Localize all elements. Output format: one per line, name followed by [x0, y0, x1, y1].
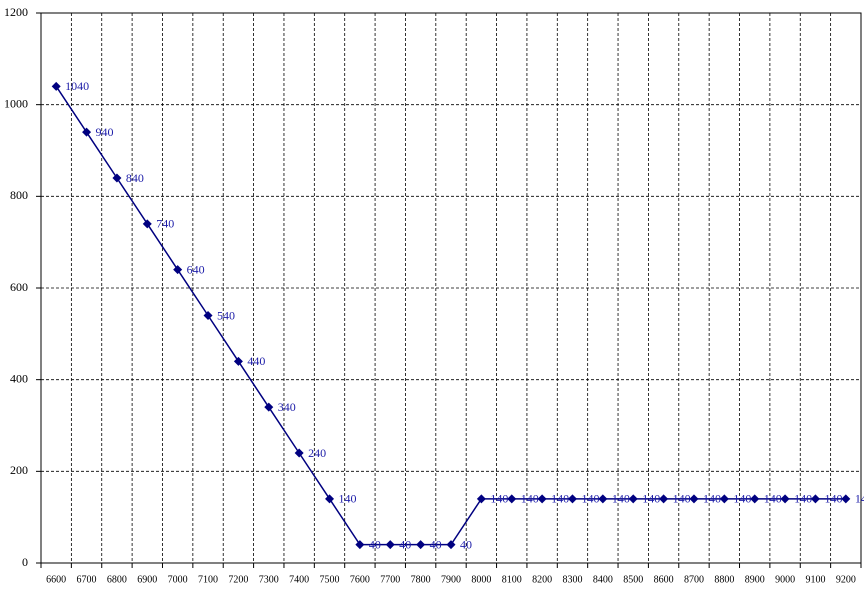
data-point: [233, 356, 243, 366]
data-point: [628, 494, 638, 504]
data-point: [142, 219, 152, 229]
y-tick-label: 400: [10, 371, 28, 385]
x-tick-label: 6700: [77, 574, 97, 585]
x-tick-label: 8400: [593, 574, 613, 585]
y-tick-label: 1200: [4, 5, 28, 19]
data-label: 1040: [65, 79, 89, 93]
data-label: 740: [156, 217, 174, 231]
data-point: [780, 494, 790, 504]
data-label: 140: [612, 492, 630, 506]
data-point: [294, 448, 304, 458]
y-tick-label: 600: [10, 280, 28, 294]
x-tick-label: 8300: [562, 574, 582, 585]
x-tick-label: 8800: [714, 574, 734, 585]
x-tick-label: 9100: [805, 574, 825, 585]
data-point: [173, 265, 183, 275]
data-label: 340: [278, 400, 296, 414]
data-label: 140: [490, 492, 508, 506]
x-tick-label: 7100: [198, 574, 218, 585]
y-tick-label: 1000: [4, 96, 28, 110]
x-tick-label: 7900: [441, 574, 461, 585]
x-tick-label: 6800: [107, 574, 127, 585]
x-tick-label: 7300: [259, 574, 279, 585]
x-tick-label: 7600: [350, 574, 370, 585]
data-point: [51, 81, 61, 91]
data-label: 640: [187, 262, 205, 276]
data-point: [264, 402, 274, 412]
data-point: [203, 311, 213, 320]
data-label: 140: [673, 492, 691, 506]
y-tick-label: 0: [22, 555, 28, 569]
y-tick-label: 200: [10, 463, 28, 477]
data-label: 140: [581, 492, 599, 506]
data-point: [507, 494, 517, 504]
x-tick-label: 8100: [502, 574, 522, 585]
x-tick-label: 6900: [137, 574, 157, 585]
data-point: [567, 494, 577, 504]
data-label: 140: [855, 492, 864, 506]
data-label: 440: [247, 354, 265, 368]
data-label: 140: [551, 492, 569, 506]
data-point: [598, 494, 608, 504]
data-point: [719, 494, 729, 504]
x-tick-label: 7400: [289, 574, 309, 585]
data-label: 40: [430, 537, 442, 551]
x-tick-label: 6600: [46, 574, 66, 585]
data-label: 140: [764, 492, 782, 506]
x-tick-label: 8500: [623, 574, 643, 585]
data-label: 140: [824, 492, 842, 506]
data-label: 540: [217, 308, 235, 322]
data-label: 140: [521, 492, 539, 506]
x-tick-label: 7200: [228, 574, 248, 585]
data-label: 140: [733, 492, 751, 506]
data-point: [446, 540, 456, 550]
x-tick-label: 9200: [836, 574, 856, 585]
x-tick-label: 8600: [654, 574, 674, 585]
data-point: [416, 540, 426, 550]
data-point: [325, 494, 335, 504]
data-label: 40: [369, 537, 381, 551]
data-label: 840: [126, 171, 144, 185]
data-point: [750, 494, 760, 504]
data-label: 940: [96, 125, 114, 139]
data-label: 140: [642, 492, 660, 506]
data-point: [659, 494, 669, 504]
data-point: [82, 127, 92, 137]
data-point: [355, 540, 365, 550]
plot-frame: [40, 12, 862, 564]
y-tick-label: 800: [10, 188, 28, 202]
data-point: [537, 494, 547, 504]
x-tick-label: 7700: [380, 574, 400, 585]
x-tick-label: 8700: [684, 574, 704, 585]
data-point: [112, 173, 122, 183]
data-label: 40: [460, 537, 472, 551]
data-point: [841, 494, 851, 504]
data-label: 140: [703, 492, 721, 506]
data-point: [476, 494, 486, 504]
x-tick-label: 7500: [320, 574, 340, 585]
data-label: 40: [399, 537, 411, 551]
x-tick-label: 7000: [168, 574, 188, 585]
x-tick-label: 8200: [532, 574, 552, 585]
x-tick-label: 8000: [471, 574, 491, 585]
data-point: [689, 494, 699, 504]
x-tick-label: 9000: [775, 574, 795, 585]
data-label: 240: [308, 446, 326, 460]
x-tick-label: 7800: [411, 574, 431, 585]
data-point: [385, 540, 395, 550]
x-tick-label: 8900: [745, 574, 765, 585]
data-point: [810, 494, 820, 504]
data-label: 140: [339, 492, 357, 506]
data-label: 140: [794, 492, 812, 506]
